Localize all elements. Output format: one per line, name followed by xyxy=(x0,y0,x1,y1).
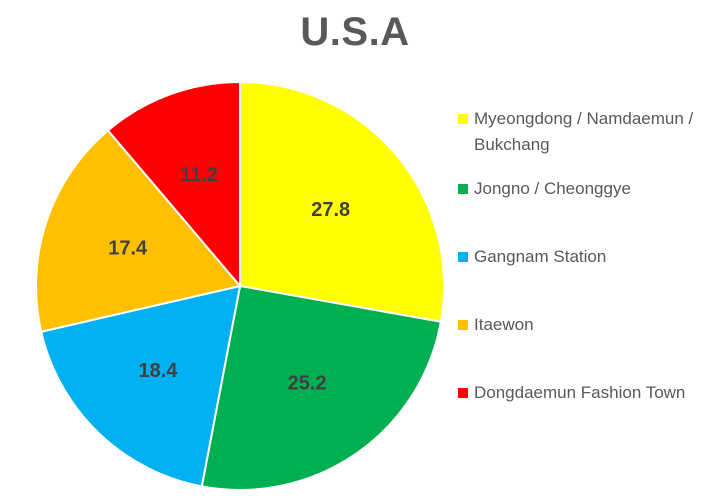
legend-swatch xyxy=(458,320,468,330)
pie-slices xyxy=(35,80,445,491)
legend-swatch xyxy=(458,184,468,194)
pie-slice-4 xyxy=(106,80,241,289)
pie-value-label-4: 11.2 xyxy=(180,164,218,186)
pie-value-label-0: 27.8 xyxy=(311,199,350,221)
legend-label: Gangnam Station xyxy=(474,247,607,266)
pie-slice-1 xyxy=(200,284,443,491)
legend-label: Jongno / Cheonggye xyxy=(474,179,631,198)
pie-slice-2 xyxy=(39,284,242,488)
legend-label: Dongdaemun Fashion Town xyxy=(474,383,686,402)
legend-swatch xyxy=(458,252,468,262)
pie-value-labels: 27.8 25.2 18.4 17.4 11.2 xyxy=(108,164,350,395)
pie-value-label-3: 17.4 xyxy=(108,238,148,260)
legend-label: Myeongdong / Namdaemun / Bukchang xyxy=(474,109,694,154)
chart-title: U.S.A xyxy=(300,10,410,54)
legend-label: Itaewon xyxy=(474,315,534,334)
pie-slice-0 xyxy=(239,80,445,323)
pie-slice-3 xyxy=(35,129,242,333)
pie-value-label-2: 18.4 xyxy=(138,360,178,382)
pie-value-label-1: 25.2 xyxy=(288,372,327,394)
legend-swatch xyxy=(458,114,468,124)
legend-swatch xyxy=(458,388,468,398)
